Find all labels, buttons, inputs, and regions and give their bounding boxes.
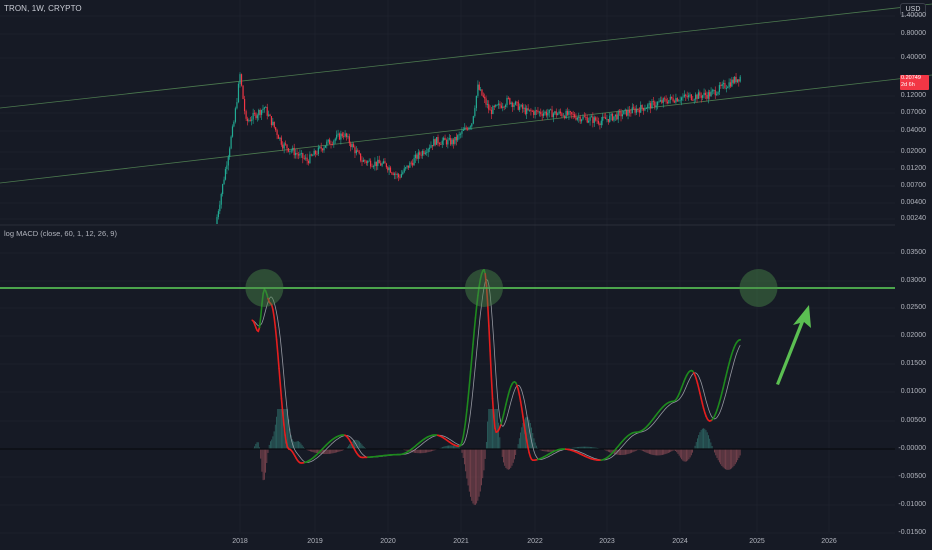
indicator-title[interactable]: log MACD (close, 60, 1, 12, 26, 9) xyxy=(4,229,117,238)
macd-axis-tick: 0.02000 xyxy=(900,332,926,339)
price-axis-tick: 0.40000 xyxy=(900,54,926,61)
macd-axis-tick: 0.02500 xyxy=(900,304,926,311)
macd-axis-tick: 0.00500 xyxy=(900,417,926,424)
macd-axis-tick: 0.01500 xyxy=(900,360,926,367)
last-price-value: 0.20749 xyxy=(901,75,921,81)
macd-axis-tick: -0.01500 xyxy=(898,529,926,536)
last-price-label: 0.20749 2d 6h xyxy=(900,75,929,90)
symbol-title: TRON, 1W, CRYPTO xyxy=(4,4,82,13)
price-axis-tick: 0.01200 xyxy=(900,165,926,172)
currency-button[interactable]: USD xyxy=(900,3,926,16)
highlight-circle[interactable] xyxy=(245,269,284,307)
macd-axis-tick: -0.00500 xyxy=(898,473,926,480)
time-axis-tick: 2021 xyxy=(453,538,469,545)
price-axis-tick: 0.00240 xyxy=(900,215,926,222)
price-axis-tick: 0.00400 xyxy=(900,199,926,206)
time-axis-tick: 2019 xyxy=(307,538,323,545)
macd-axis-tick: 0.03500 xyxy=(900,249,926,256)
highlight-circle[interactable] xyxy=(739,269,778,307)
price-axis-tick: 0.80000 xyxy=(900,30,926,37)
price-axis-tick: 1.40000 xyxy=(900,12,926,19)
time-axis-tick: 2024 xyxy=(672,538,688,545)
macd-axis-tick: 0.01000 xyxy=(900,388,926,395)
signal-line xyxy=(252,278,741,463)
time-axis-tick: 2025 xyxy=(749,538,765,545)
highlight-circles[interactable] xyxy=(245,269,778,307)
macd-line xyxy=(251,268,742,464)
price-candles xyxy=(216,72,741,224)
time-axis-tick: 2020 xyxy=(380,538,396,545)
price-axis-tick: 0.00700 xyxy=(900,182,926,189)
up-arrow-icon[interactable] xyxy=(776,305,811,385)
time-axis-tick: 2026 xyxy=(821,538,837,545)
macd-axis-tick: -0.00000 xyxy=(898,445,926,452)
highlight-circle[interactable] xyxy=(465,269,503,307)
time-axis-tick: 2018 xyxy=(232,538,248,545)
price-axis-tick: 0.02000 xyxy=(900,148,926,155)
time-axis-tick: 2023 xyxy=(599,538,615,545)
macd-axis-tick: -0.01000 xyxy=(898,501,926,508)
price-axis-tick: 0.12000 xyxy=(900,92,926,99)
bar-countdown: 2d 6h xyxy=(901,82,915,88)
price-axis-tick: 0.04000 xyxy=(900,127,926,134)
macd-axis-tick: 0.03000 xyxy=(900,277,926,284)
price-axis-tick: 0.07000 xyxy=(900,109,926,116)
time-axis-tick: 2022 xyxy=(527,538,543,545)
